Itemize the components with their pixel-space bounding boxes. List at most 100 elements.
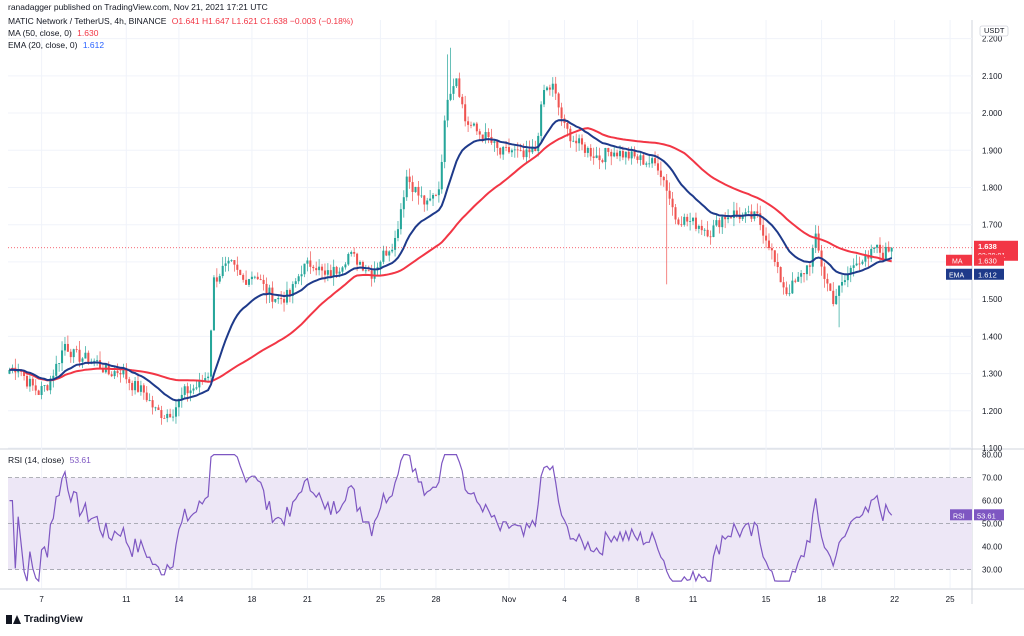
price-tick-label: 1.300 bbox=[982, 370, 1003, 379]
candle-body bbox=[212, 277, 215, 331]
candle-body bbox=[189, 390, 192, 394]
candle-body bbox=[253, 276, 256, 278]
currency-box bbox=[979, 25, 1009, 37]
ma-legend[interactable]: MA (50, close, 0) 1.630 bbox=[8, 28, 101, 38]
candle-body bbox=[808, 265, 811, 267]
candle-body bbox=[797, 276, 800, 282]
candle-body bbox=[356, 253, 359, 265]
candle-body bbox=[887, 246, 890, 252]
candle-body bbox=[63, 343, 66, 351]
candle-body bbox=[166, 413, 169, 419]
candle-body bbox=[709, 236, 712, 238]
candle-body bbox=[659, 170, 662, 177]
candle-body bbox=[621, 150, 624, 158]
candle-body bbox=[662, 176, 665, 181]
candle-body bbox=[791, 280, 794, 294]
candle-body bbox=[840, 282, 844, 286]
candle-body bbox=[589, 147, 592, 157]
candle-body bbox=[776, 262, 779, 268]
candle-body bbox=[309, 260, 312, 267]
candle-body bbox=[794, 280, 797, 282]
candle-body bbox=[134, 381, 137, 391]
candle-body bbox=[502, 146, 505, 155]
price-tick-label: 2.200 bbox=[982, 35, 1003, 44]
candle-body bbox=[350, 252, 353, 254]
candle-body bbox=[101, 368, 104, 373]
candle-body bbox=[855, 263, 858, 266]
candle-body bbox=[642, 155, 645, 165]
candle-body bbox=[242, 274, 245, 280]
candle-body bbox=[583, 144, 586, 153]
ema20-line bbox=[9, 119, 893, 402]
candle-body bbox=[694, 217, 697, 229]
candle-body bbox=[881, 252, 884, 260]
candle-body bbox=[388, 251, 391, 256]
candle-body bbox=[873, 247, 876, 249]
candle-body bbox=[186, 386, 189, 394]
candle-body bbox=[522, 150, 525, 158]
candle-body bbox=[335, 266, 338, 274]
candle-body bbox=[43, 385, 46, 387]
candle-body bbox=[23, 371, 26, 376]
candle-body bbox=[598, 155, 601, 161]
candle-body bbox=[230, 260, 233, 261]
candle-body bbox=[224, 263, 227, 266]
candle-body bbox=[423, 195, 426, 205]
candle-body bbox=[499, 147, 502, 155]
candle-body bbox=[34, 385, 37, 391]
candle-body bbox=[218, 276, 221, 282]
candle-body bbox=[411, 182, 414, 193]
candle-body bbox=[805, 265, 808, 275]
candle-body bbox=[198, 380, 201, 388]
candle-body bbox=[151, 400, 154, 408]
candle-body bbox=[513, 149, 516, 151]
candle-body bbox=[560, 107, 563, 119]
candle-body bbox=[557, 93, 560, 108]
candle-body bbox=[548, 87, 551, 90]
candle-body bbox=[566, 122, 569, 129]
time-tick-label: 25 bbox=[376, 595, 385, 604]
candle-body bbox=[475, 123, 478, 132]
tradingview-brand: TradingView bbox=[24, 614, 83, 625]
candle-body bbox=[364, 270, 367, 272]
rsi-tag-value: 53.61 bbox=[977, 511, 996, 520]
candle-body bbox=[55, 363, 58, 376]
ema-legend[interactable]: EMA (20, close, 0) 1.612 bbox=[8, 40, 107, 50]
candle-body bbox=[890, 247, 893, 252]
candle-body bbox=[458, 78, 461, 97]
candle-body bbox=[478, 131, 481, 135]
candle-body bbox=[148, 400, 151, 401]
candle-body bbox=[575, 140, 578, 144]
candle-body bbox=[402, 197, 405, 210]
rsi-legend[interactable]: RSI (14, close) 53.61 bbox=[8, 455, 94, 465]
candle-body bbox=[160, 410, 163, 419]
rsi-legend-label: RSI (14, close) bbox=[8, 455, 65, 465]
candle-body bbox=[718, 220, 721, 228]
candle-body bbox=[554, 83, 557, 94]
candle-body bbox=[72, 349, 75, 358]
candle-body bbox=[417, 186, 420, 196]
candle-body bbox=[604, 147, 607, 163]
currency-label: USDT bbox=[984, 26, 1005, 35]
candle-body bbox=[399, 209, 402, 230]
candle-body bbox=[674, 207, 677, 220]
tradingview-logo[interactable]: TradingView bbox=[6, 614, 83, 625]
candle-body bbox=[96, 360, 99, 361]
candle-body bbox=[788, 293, 791, 295]
candle-body bbox=[440, 161, 443, 190]
candle-body bbox=[449, 93, 452, 100]
candle-body bbox=[250, 276, 253, 280]
candle-body bbox=[31, 378, 34, 386]
candle-body bbox=[700, 225, 703, 231]
candle-body bbox=[712, 225, 715, 237]
time-tick-label: 7 bbox=[39, 595, 44, 604]
candle-body bbox=[537, 135, 540, 152]
candle-body bbox=[800, 273, 803, 277]
candle-body bbox=[265, 283, 268, 295]
candle-body bbox=[437, 189, 440, 196]
ema-tag-bg bbox=[974, 268, 1004, 280]
candle-body bbox=[434, 194, 437, 196]
candle-body bbox=[510, 150, 513, 153]
candle-body bbox=[785, 287, 788, 295]
